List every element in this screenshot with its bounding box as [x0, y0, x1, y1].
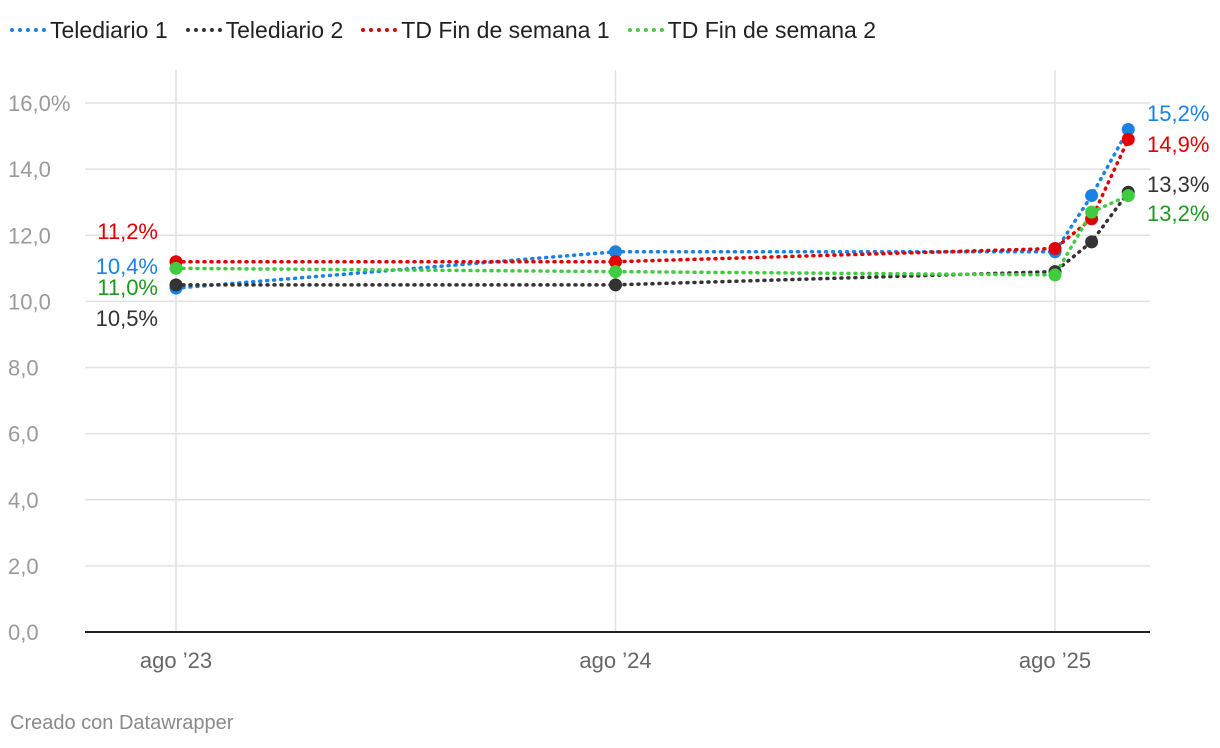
- start-value-label: 11,0%: [97, 275, 158, 300]
- data-point: [609, 265, 622, 279]
- end-value-label: 14,9%: [1147, 132, 1209, 157]
- legend-item-telediario-1[interactable]: Telediario 1: [10, 17, 168, 44]
- data-point: [1121, 132, 1135, 146]
- data-point: [609, 255, 622, 269]
- x-tick-label: ago ’25: [1019, 648, 1091, 673]
- legend-swatch: [627, 28, 664, 32]
- legend-swatch: [361, 28, 398, 32]
- y-tick-label: 4,0: [8, 488, 39, 513]
- x-tick-label: ago ’24: [579, 648, 651, 673]
- end-value-label: 15,2%: [1147, 101, 1209, 126]
- data-point: [169, 278, 183, 292]
- data-point: [169, 261, 183, 275]
- data-point: [1121, 189, 1135, 203]
- y-tick-label: 14,0: [8, 157, 51, 182]
- y-tick-label: 6,0: [8, 422, 39, 447]
- start-value-label: 10,5%: [96, 306, 158, 331]
- legend-label: TD Fin de semana 2: [667, 16, 877, 43]
- legend-swatch: [10, 28, 46, 32]
- x-tick-label: ago ’23: [140, 648, 212, 673]
- chart-legend: Telediario 1 Telediario 2 TD Fin de sema…: [10, 14, 894, 46]
- data-point: [1085, 235, 1099, 249]
- legend-label: Telediario 1: [50, 16, 168, 43]
- datawrapper-credit: Creado con Datawrapper: [10, 712, 234, 734]
- y-tick-label: 10,0: [8, 289, 51, 314]
- legend-label: Telediario 2: [225, 16, 344, 43]
- start-value-label: 11,2%: [97, 219, 158, 244]
- end-value-label: 13,3%: [1147, 172, 1209, 197]
- series-line: [174, 190, 1130, 287]
- y-tick-label: 12,0: [8, 223, 51, 248]
- line-chart: 0,0 2,0 4,0 6,0 8,0 10,0 12,0 14,0 16,0% ago ’23 a…: [8, 70, 1209, 673]
- data-point: [1085, 205, 1099, 219]
- legend-item-td-fin-de-semana-2[interactable]: TD Fin de semana 2: [627, 16, 877, 44]
- end-value-label: 13,2%: [1147, 201, 1209, 226]
- legend-item-telediario-2[interactable]: Telediario 2: [185, 16, 344, 44]
- data-point: [1121, 122, 1135, 136]
- legend-swatch: [185, 28, 222, 32]
- series-line: [174, 137, 1130, 264]
- data-point: [1085, 189, 1099, 203]
- start-value-label: 10,4%: [96, 254, 158, 279]
- data-point: [609, 245, 622, 259]
- series-line: [174, 127, 1130, 290]
- y-tick-label: 2,0: [8, 554, 39, 579]
- y-tick-label: 16,0%: [8, 91, 70, 116]
- data-point: [1048, 268, 1062, 282]
- y-tick-label: 0,0: [8, 620, 39, 645]
- data-point: [1048, 241, 1062, 255]
- legend-label: TD Fin de semana 1: [401, 16, 610, 43]
- y-tick-label: 8,0: [8, 356, 39, 381]
- data-point: [609, 278, 622, 292]
- legend-item-td-fin-de-semana-1[interactable]: TD Fin de semana 1: [361, 16, 610, 44]
- series-line: [174, 193, 1130, 277]
